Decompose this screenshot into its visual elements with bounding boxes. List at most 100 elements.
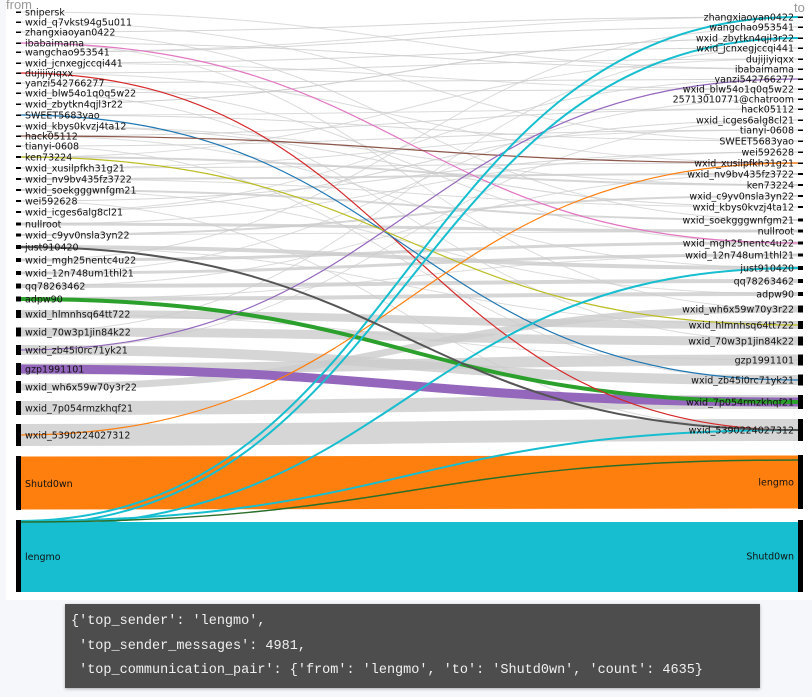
link-highlight[interactable]: [17, 297, 799, 404]
source-node[interactable]: [16, 114, 21, 117]
target-node[interactable]: [798, 292, 803, 296]
link-highlight[interactable]: [17, 459, 799, 523]
target-node[interactable]: [798, 58, 803, 61]
target-node[interactable]: [798, 37, 803, 40]
link[interactable]: [17, 42, 799, 310]
target-node[interactable]: [798, 395, 803, 409]
link[interactable]: [17, 26, 799, 53]
link[interactable]: [17, 62, 799, 90]
source-node[interactable]: [16, 327, 21, 337]
target-node[interactable]: [798, 354, 803, 366]
link[interactable]: [17, 108, 799, 137]
link[interactable]: [17, 313, 799, 361]
source-node[interactable]: [16, 258, 21, 262]
link[interactable]: [17, 21, 799, 142]
link-highlight[interactable]: [17, 42, 799, 244]
link[interactable]: [17, 58, 799, 158]
link-highlight[interactable]: [17, 455, 799, 510]
target-node[interactable]: [798, 108, 803, 111]
target-node[interactable]: [798, 305, 803, 313]
target-node[interactable]: [798, 140, 803, 143]
link[interactable]: [17, 189, 799, 221]
source-node[interactable]: [16, 178, 21, 180]
link[interactable]: [17, 419, 799, 446]
link[interactable]: [17, 98, 799, 274]
link[interactable]: [17, 200, 799, 431]
link[interactable]: [17, 189, 799, 295]
link[interactable]: [17, 292, 799, 301]
source-node[interactable]: [16, 310, 21, 318]
link[interactable]: [17, 72, 799, 164]
link[interactable]: [17, 92, 799, 342]
link[interactable]: [17, 16, 799, 33]
source-node[interactable]: [16, 520, 21, 592]
link[interactable]: [17, 119, 799, 351]
target-node[interactable]: [798, 68, 803, 71]
source-node[interactable]: [16, 296, 21, 302]
target-node[interactable]: [798, 88, 803, 91]
link[interactable]: [17, 195, 799, 236]
source-node[interactable]: [16, 42, 21, 45]
source-node[interactable]: [16, 135, 21, 138]
link[interactable]: [17, 305, 799, 391]
target-node[interactable]: [798, 173, 803, 175]
link[interactable]: [17, 145, 799, 381]
source-node[interactable]: [16, 363, 21, 375]
link-highlight[interactable]: [17, 364, 799, 407]
link-highlight[interactable]: [17, 267, 799, 528]
link-highlight[interactable]: [17, 162, 799, 436]
source-node[interactable]: [16, 92, 21, 95]
link[interactable]: [17, 47, 799, 64]
source-node[interactable]: [16, 245, 21, 249]
link-highlight[interactable]: [17, 156, 799, 326]
link[interactable]: [17, 151, 799, 225]
source-node[interactable]: [16, 381, 21, 393]
source-node[interactable]: [16, 424, 21, 446]
source-node[interactable]: [16, 62, 21, 65]
source-node[interactable]: [16, 200, 21, 202]
source-node[interactable]: [16, 222, 21, 226]
link[interactable]: [17, 82, 799, 244]
target-node[interactable]: [798, 229, 803, 233]
link[interactable]: [17, 47, 799, 333]
source-node[interactable]: [16, 401, 21, 415]
link-highlight[interactable]: [17, 246, 799, 431]
source-node[interactable]: [16, 103, 21, 106]
target-node[interactable]: [798, 16, 803, 19]
link[interactable]: [17, 246, 799, 326]
source-node[interactable]: [16, 456, 21, 510]
source-node[interactable]: [16, 271, 21, 275]
source-node[interactable]: [16, 145, 21, 148]
link[interactable]: [17, 253, 799, 275]
target-node[interactable]: [798, 129, 803, 132]
target-node[interactable]: [798, 374, 803, 386]
link[interactable]: [17, 119, 799, 213]
link-highlight[interactable]: [17, 78, 799, 351]
link[interactable]: [17, 310, 799, 329]
link-highlight[interactable]: [17, 135, 799, 164]
target-node[interactable]: [798, 47, 803, 50]
link[interactable]: [17, 16, 799, 53]
target-node[interactable]: [798, 151, 803, 154]
link[interactable]: [17, 173, 799, 287]
target-node[interactable]: [798, 241, 803, 245]
target-node[interactable]: [798, 419, 803, 441]
source-node[interactable]: [16, 125, 21, 128]
source-node[interactable]: [16, 72, 21, 75]
link-highlight[interactable]: [17, 72, 799, 431]
source-node[interactable]: [16, 21, 21, 24]
link-highlight[interactable]: [17, 16, 799, 522]
source-node[interactable]: [16, 156, 21, 158]
source-node[interactable]: [16, 233, 21, 237]
source-node[interactable]: [16, 51, 21, 54]
target-node[interactable]: [798, 279, 803, 283]
target-node[interactable]: [798, 162, 803, 165]
link[interactable]: [17, 78, 799, 213]
target-node[interactable]: [798, 119, 803, 122]
target-node[interactable]: [798, 455, 803, 509]
target-node[interactable]: [798, 26, 803, 29]
link[interactable]: [17, 178, 799, 208]
target-node[interactable]: [798, 266, 803, 270]
link[interactable]: [17, 222, 799, 233]
link[interactable]: [17, 245, 799, 270]
